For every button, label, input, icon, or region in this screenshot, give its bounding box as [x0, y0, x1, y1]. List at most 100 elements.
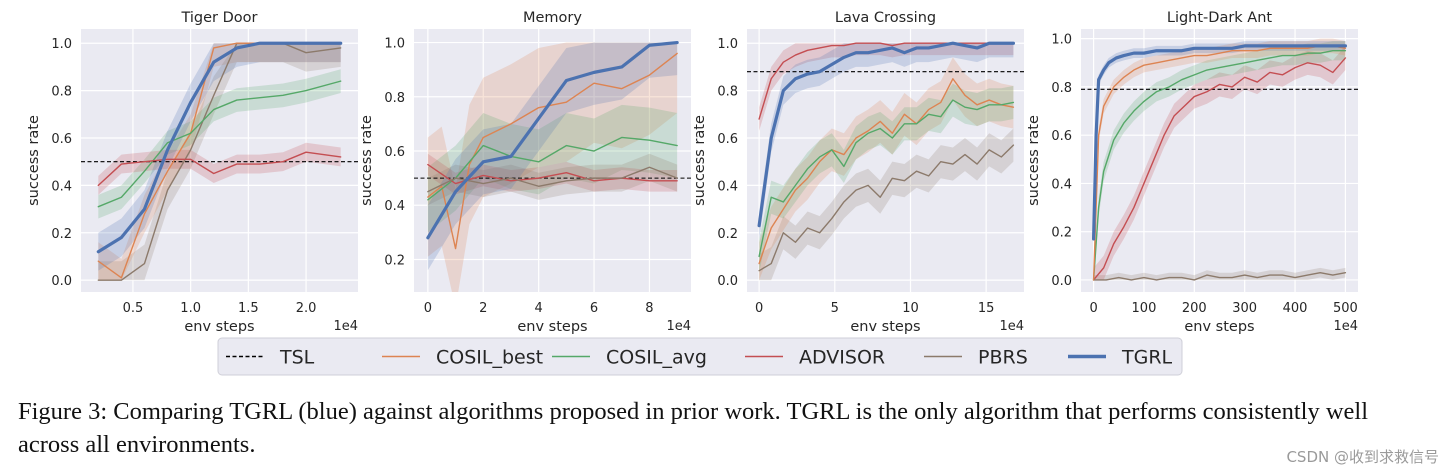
- x-offset-label: 1e4: [333, 319, 358, 334]
- series-group: [414, 40, 691, 292]
- x-tick-label: 0.5: [123, 301, 144, 316]
- legend-label: ADVISOR: [799, 347, 885, 369]
- line-COSIL_best: [758, 78, 1015, 265]
- legend-label: TSL: [279, 347, 315, 369]
- band-COSIL_avg: [427, 104, 678, 233]
- y-tick-label: 1.0: [717, 37, 738, 52]
- x-tick-label: 4: [535, 301, 543, 316]
- line-ADVISOR: [97, 151, 342, 187]
- y-tick-label: 0.2: [717, 227, 738, 242]
- y-tick-label: 0.4: [384, 199, 405, 214]
- x-tick-label: 0: [755, 301, 763, 316]
- y-tick-label: 0.4: [717, 179, 738, 194]
- y-tick-label: 0.8: [717, 85, 738, 100]
- line-TGRL: [96, 41, 343, 254]
- band-PBRS: [1093, 267, 1346, 280]
- line-COSIL_avg: [758, 99, 1015, 258]
- legend-item-TSL: TSL: [226, 347, 315, 369]
- y-tick-label: 0.0: [51, 274, 72, 289]
- y-tick-label: 1.0: [1051, 33, 1072, 48]
- band-TGRL: [1093, 41, 1346, 244]
- line-TGRL: [757, 41, 1016, 228]
- x-tick-label: 8: [645, 301, 653, 316]
- legend: TSL COSIL_best COSIL_avg ADVISOR PBRS TGRL: [217, 337, 1183, 376]
- chart-panel-4: 0 100 200 300 400 500 0.0 0.2 0.4 0.6 0.8 1.0 Light-…: [1026, 10, 1358, 335]
- series-group: [747, 41, 1024, 281]
- y-tick-label: 0.4: [51, 179, 72, 194]
- legend-item-PBRS: PBRS: [924, 347, 1028, 369]
- x-tick-label: 200: [1182, 301, 1207, 316]
- band-COSIL_best: [427, 42, 678, 292]
- y-tick-label: 0.8: [51, 85, 72, 100]
- line-COSIL_avg: [97, 80, 342, 208]
- line-PBRS: [758, 144, 1015, 272]
- chart-panel-2: 0 2 4 6 8 0.2 0.4 0.6 0.8 1.0 Memory env steps 1e4 su…: [359, 10, 691, 335]
- line-TGRL: [1091, 44, 1348, 241]
- line-TGRL: [426, 40, 679, 240]
- legend-label: COSIL_best: [436, 347, 543, 369]
- x-tick-label: 400: [1283, 301, 1308, 316]
- x-offset-label: 1e4: [666, 319, 691, 334]
- band-ADVISOR: [759, 43, 1014, 131]
- band-PBRS: [98, 43, 341, 281]
- x-axis-label: env steps: [1184, 319, 1254, 335]
- x-offset-label: 1e4: [999, 319, 1024, 334]
- x-tick-label: 2.0: [296, 301, 317, 316]
- x-tick-label: 5: [831, 301, 839, 316]
- x-tick-label: 15: [978, 301, 995, 316]
- y-tick-label: 0.8: [1051, 81, 1072, 96]
- band-COSIL_avg: [759, 83, 1014, 274]
- legend-item-COSIL_avg: COSIL_avg: [552, 347, 707, 369]
- y-tick-label: 0.0: [717, 274, 738, 289]
- legend-item-COSIL_best: COSIL_best: [382, 347, 543, 369]
- y-axis-label: success rate: [1026, 115, 1042, 206]
- x-tick-label: 500: [1333, 301, 1358, 316]
- x-axis-label: env steps: [517, 319, 587, 335]
- x-tick-label: 100: [1132, 301, 1157, 316]
- band-TGRL: [427, 42, 678, 271]
- line-COSIL_avg: [427, 136, 678, 201]
- y-tick-label: 0.6: [717, 132, 738, 147]
- plot-area: [1081, 29, 1358, 292]
- legend-item-TGRL: TGRL: [1068, 347, 1173, 369]
- x-axis-label: env steps: [850, 319, 920, 335]
- line-ADVISOR: [758, 42, 1015, 120]
- band-COSIL_best: [759, 57, 1014, 281]
- x-tick-label: 300: [1232, 301, 1257, 316]
- legend-label: PBRS: [978, 347, 1028, 369]
- y-tick-label: 0.6: [1051, 129, 1072, 144]
- line-PBRS: [427, 166, 678, 193]
- line-ADVISOR: [427, 163, 678, 185]
- watermark: CSDN @收到求救信号: [1286, 448, 1439, 466]
- legend-box: [217, 337, 1183, 376]
- band-PBRS: [759, 128, 1014, 281]
- y-tick-label: 0.2: [51, 227, 72, 242]
- chart-title: Lava Crossing: [835, 10, 936, 26]
- band-TGRL: [98, 43, 341, 271]
- plot-area: [747, 29, 1024, 292]
- x-tick-label: 2: [479, 301, 487, 316]
- legend-item-ADVISOR: ADVISOR: [745, 347, 885, 369]
- x-tick-label: 1.5: [238, 301, 259, 316]
- x-tick-label: 1.0: [180, 301, 201, 316]
- chart-title: Tiger Door: [180, 10, 257, 26]
- plot-area: [81, 29, 358, 292]
- chart-title: Light-Dark Ant: [1167, 10, 1273, 26]
- series-group: [81, 41, 358, 281]
- x-tick-label: 0: [424, 301, 432, 316]
- line-COSIL_best: [427, 52, 678, 250]
- band-ADVISOR: [427, 153, 678, 195]
- band-COSIL_avg: [98, 69, 341, 219]
- y-tick-label: 0.6: [384, 145, 405, 160]
- y-tick-label: 0.2: [384, 253, 405, 268]
- x-axis-label: env steps: [184, 319, 254, 335]
- y-axis-label: success rate: [692, 115, 708, 206]
- y-axis-label: success rate: [26, 115, 42, 206]
- chart-panel-1: 0.5 1.0 1.5 2.0 0.0 0.2 0.4 0.6 0.8 1.0 Tiger Door…: [26, 10, 358, 335]
- line-PBRS: [1092, 271, 1347, 281]
- x-offset-label: 1e4: [1333, 319, 1358, 334]
- band-PBRS: [427, 153, 678, 206]
- band-ADVISOR: [98, 142, 341, 195]
- y-tick-label: 0.8: [384, 91, 405, 106]
- y-axis-label: success rate: [359, 115, 375, 206]
